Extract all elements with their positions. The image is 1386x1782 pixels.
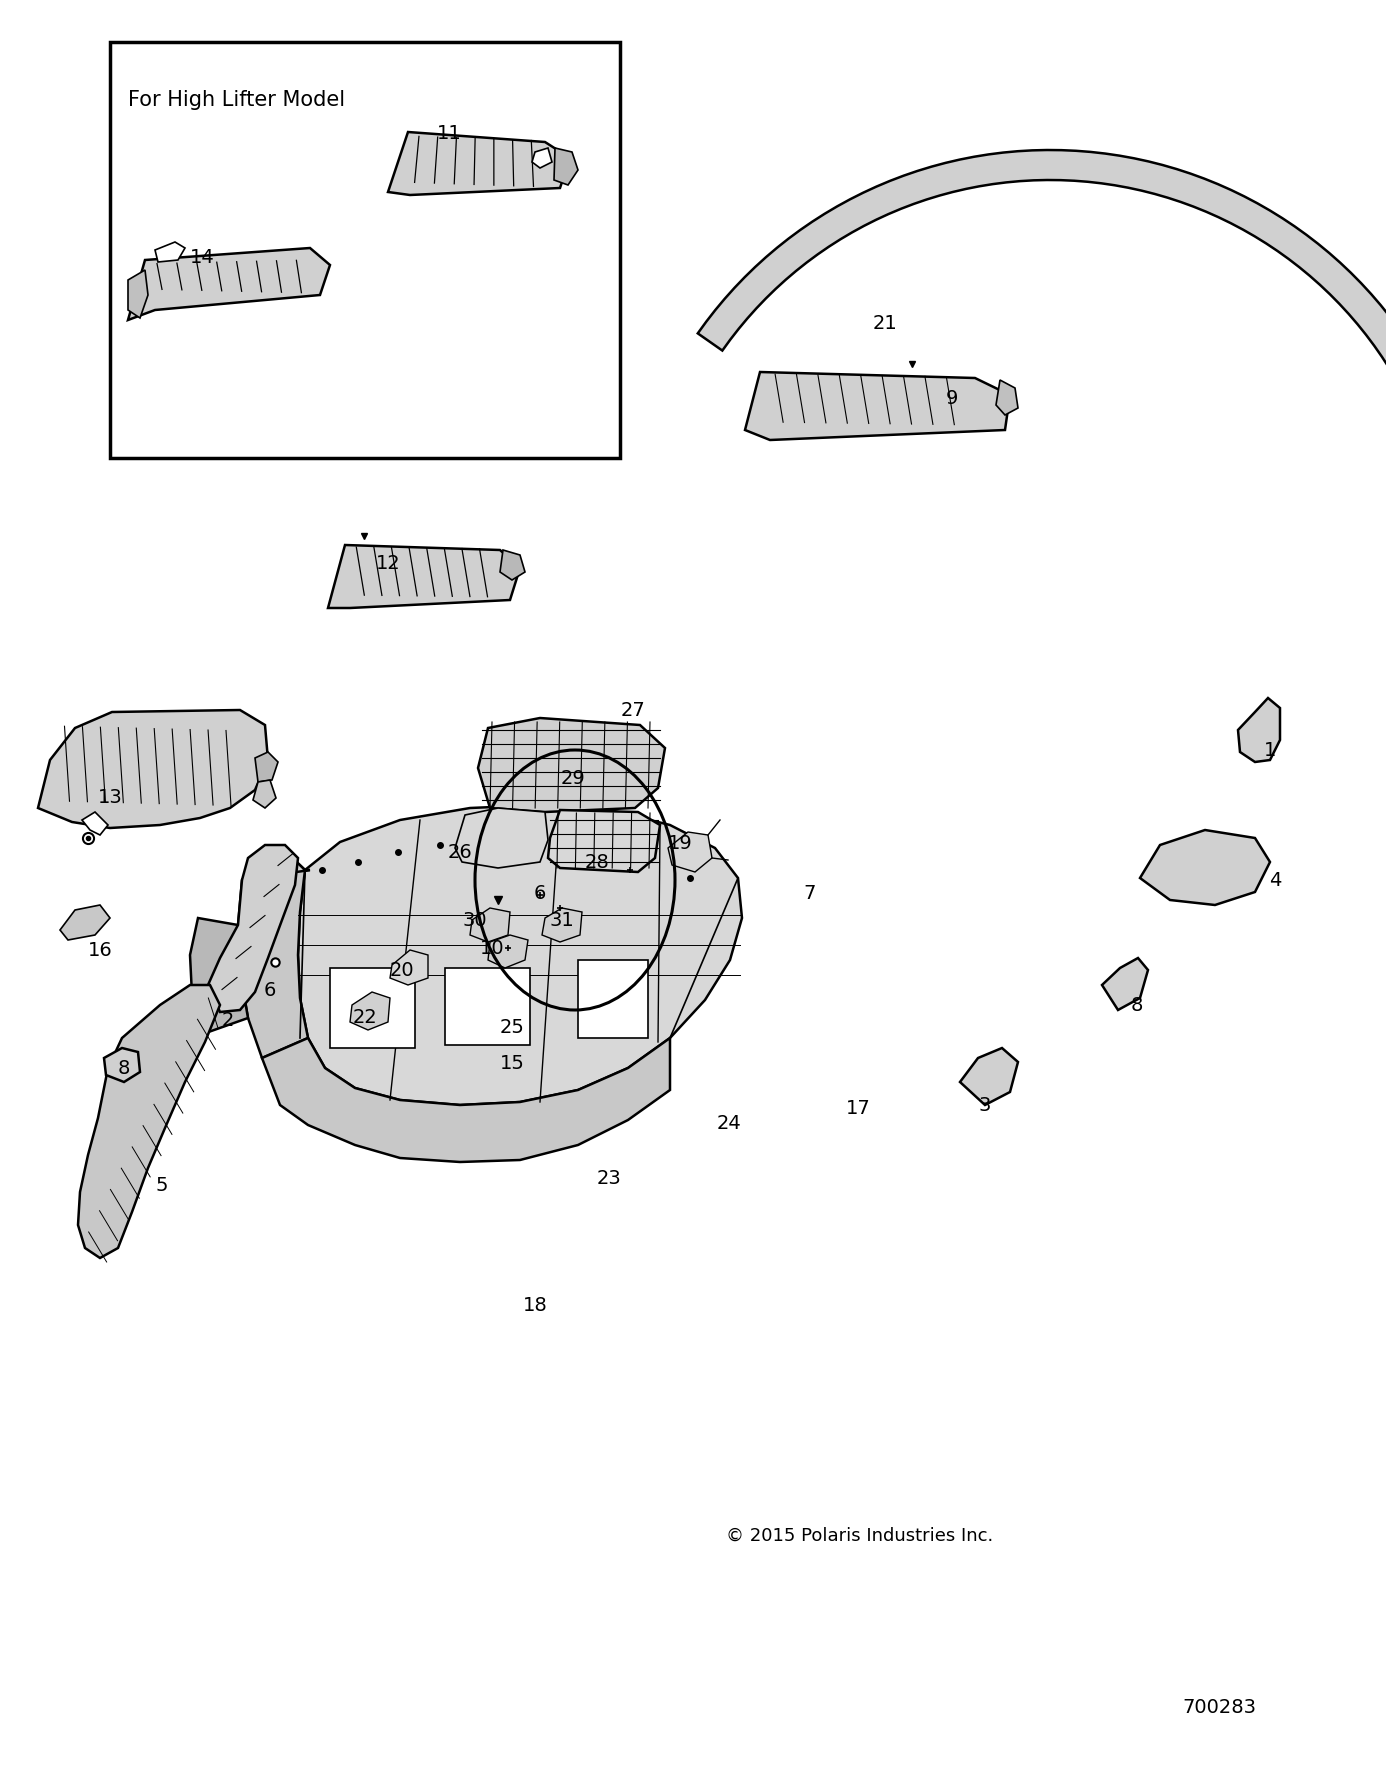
Polygon shape bbox=[997, 380, 1017, 415]
Polygon shape bbox=[351, 993, 389, 1030]
Text: 13: 13 bbox=[97, 788, 122, 807]
Text: 26: 26 bbox=[448, 843, 473, 861]
Text: 23: 23 bbox=[596, 1169, 621, 1187]
Text: 19: 19 bbox=[668, 834, 693, 852]
Text: 31: 31 bbox=[550, 911, 574, 930]
Text: 16: 16 bbox=[87, 941, 112, 959]
Text: 4: 4 bbox=[1268, 870, 1281, 889]
Polygon shape bbox=[478, 718, 665, 813]
Text: 17: 17 bbox=[845, 1098, 870, 1117]
Polygon shape bbox=[262, 1037, 669, 1162]
Text: 700283: 700283 bbox=[1182, 1698, 1257, 1716]
Polygon shape bbox=[330, 968, 414, 1048]
Polygon shape bbox=[128, 248, 330, 321]
Text: 10: 10 bbox=[480, 939, 505, 957]
Polygon shape bbox=[255, 752, 279, 782]
Text: 8: 8 bbox=[1131, 996, 1143, 1014]
Text: 22: 22 bbox=[352, 1007, 377, 1026]
Text: 25: 25 bbox=[499, 1018, 524, 1037]
Text: © 2015 Polaris Industries Inc.: © 2015 Polaris Industries Inc. bbox=[726, 1527, 992, 1545]
Bar bbox=[109, 43, 620, 458]
Polygon shape bbox=[542, 909, 582, 943]
Text: 6: 6 bbox=[263, 980, 276, 1000]
Polygon shape bbox=[488, 936, 528, 968]
Polygon shape bbox=[1102, 959, 1148, 1010]
Text: 30: 30 bbox=[463, 911, 488, 930]
Polygon shape bbox=[960, 1048, 1017, 1105]
Text: 28: 28 bbox=[585, 852, 610, 871]
Text: 20: 20 bbox=[389, 960, 414, 980]
Polygon shape bbox=[238, 848, 308, 1059]
Text: 3: 3 bbox=[979, 1096, 991, 1114]
Polygon shape bbox=[60, 905, 109, 939]
Polygon shape bbox=[328, 545, 520, 608]
Polygon shape bbox=[128, 271, 148, 317]
Text: 1: 1 bbox=[1264, 741, 1277, 759]
Text: 2: 2 bbox=[222, 1010, 234, 1030]
Polygon shape bbox=[470, 909, 510, 943]
Text: 9: 9 bbox=[945, 388, 958, 408]
Text: 7: 7 bbox=[804, 884, 816, 902]
Polygon shape bbox=[500, 551, 525, 579]
Polygon shape bbox=[78, 985, 220, 1258]
Polygon shape bbox=[578, 960, 649, 1037]
Text: For High Lifter Model: For High Lifter Model bbox=[128, 91, 345, 110]
Text: 29: 29 bbox=[560, 768, 585, 788]
Text: 11: 11 bbox=[437, 123, 462, 143]
Text: 5: 5 bbox=[155, 1176, 168, 1194]
Polygon shape bbox=[388, 132, 570, 194]
Polygon shape bbox=[298, 805, 742, 1105]
Polygon shape bbox=[208, 845, 298, 1012]
Polygon shape bbox=[455, 807, 547, 868]
Text: 21: 21 bbox=[873, 314, 897, 333]
Polygon shape bbox=[1238, 699, 1281, 763]
Text: 18: 18 bbox=[523, 1296, 547, 1315]
Text: 15: 15 bbox=[499, 1053, 524, 1073]
Polygon shape bbox=[243, 848, 310, 880]
Polygon shape bbox=[554, 148, 578, 185]
Text: 24: 24 bbox=[717, 1114, 742, 1133]
Polygon shape bbox=[82, 813, 108, 836]
Polygon shape bbox=[697, 150, 1386, 380]
Polygon shape bbox=[190, 918, 248, 1035]
Polygon shape bbox=[37, 709, 267, 829]
Polygon shape bbox=[1141, 830, 1270, 905]
Text: 8: 8 bbox=[118, 1059, 130, 1078]
Polygon shape bbox=[155, 242, 184, 262]
Polygon shape bbox=[746, 372, 1010, 440]
Polygon shape bbox=[104, 1048, 140, 1082]
Polygon shape bbox=[532, 148, 552, 168]
Text: 14: 14 bbox=[190, 248, 215, 267]
Polygon shape bbox=[389, 950, 428, 985]
Polygon shape bbox=[254, 781, 276, 807]
Text: 12: 12 bbox=[376, 554, 401, 572]
Polygon shape bbox=[445, 968, 529, 1044]
Text: 6: 6 bbox=[534, 884, 546, 902]
Polygon shape bbox=[547, 811, 660, 871]
Polygon shape bbox=[668, 832, 712, 871]
Text: 27: 27 bbox=[621, 700, 646, 720]
